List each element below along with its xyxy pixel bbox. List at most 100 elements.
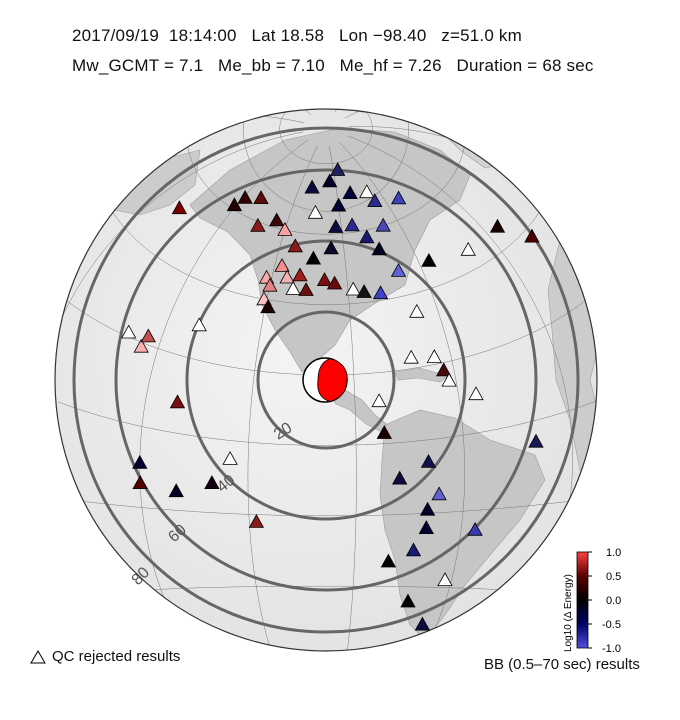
graticule-line	[344, 110, 361, 119]
station-triangle	[132, 475, 148, 490]
distance-ring-60	[114, 168, 538, 592]
station-triangle	[330, 197, 347, 212]
station-triangle	[277, 221, 293, 236]
station-triangle	[274, 257, 290, 272]
station-triangle	[222, 450, 238, 465]
station-triangle	[419, 501, 436, 516]
beachball-compression	[317, 358, 348, 402]
station-triangle	[253, 190, 269, 205]
station-triangle	[121, 324, 137, 339]
station-triangle	[292, 267, 308, 282]
graticule-line	[348, 126, 461, 142]
station-triangle	[298, 282, 314, 296]
station-triangle	[345, 281, 361, 296]
station-triangle	[287, 238, 303, 253]
colorbar-tick-minus-1.0: -1.0	[602, 643, 621, 655]
colorbar-tick-0.5: 0.5	[606, 571, 621, 583]
station-triangle	[371, 393, 387, 408]
caribbean-islands	[394, 367, 449, 383]
station-triangle	[409, 303, 425, 318]
station-triangle	[390, 262, 407, 277]
station-triangle	[426, 349, 442, 364]
colorbar-tick-1.0: 1.0	[606, 547, 621, 559]
station-triangle	[279, 269, 295, 284]
station-triangle	[326, 275, 343, 290]
qc-triangle-icon	[30, 649, 46, 663]
station-triangle	[380, 553, 397, 568]
station-triangle	[323, 240, 339, 255]
station-triangle	[372, 285, 389, 300]
station-triangle	[431, 486, 447, 501]
station-triangle	[437, 572, 453, 586]
station-triangle	[304, 179, 320, 194]
graticule-line	[154, 585, 500, 591]
station-triangle	[342, 185, 358, 200]
bb-legend-label: BB (0.5–70 sec) results	[484, 656, 640, 673]
graticule-line	[58, 131, 304, 325]
station-triangle	[376, 425, 392, 439]
graticule-line	[347, 135, 573, 506]
station-triangle	[322, 173, 338, 188]
station-triangle	[248, 513, 265, 528]
station-triangle	[356, 284, 372, 298]
station-triangle	[468, 386, 484, 401]
station-triangle	[262, 277, 278, 292]
station-triangle	[191, 317, 207, 332]
station-triangle	[307, 204, 324, 219]
station-triangle	[330, 162, 346, 176]
station-triangle	[171, 200, 188, 215]
colorbar-tick-minus-0.5: -0.5	[602, 619, 621, 631]
station-triangle	[237, 189, 253, 204]
station-triangle	[400, 593, 416, 608]
station-triangle	[344, 217, 360, 232]
station-triangle	[132, 454, 148, 469]
station-triangle	[305, 250, 322, 265]
station-triangle	[260, 299, 276, 314]
distance-ring-20	[256, 310, 396, 450]
qc-legend: QC rejected results	[30, 648, 180, 665]
station-triangle	[250, 217, 266, 232]
station-triangle	[168, 483, 184, 498]
colorbar-label: Log10 (Δ Energy)	[563, 574, 574, 652]
station-triangle	[441, 372, 457, 387]
globe-outline	[54, 108, 598, 652]
station-triangle	[436, 362, 452, 377]
station-markers	[121, 162, 544, 631]
station-triangle	[489, 218, 506, 233]
graticule-line	[304, 109, 312, 116]
station-triangle	[328, 219, 344, 233]
qc-legend-label: QC rejected results	[52, 648, 181, 665]
arctic-circle	[243, 109, 409, 212]
station-triangle	[390, 190, 407, 205]
focal-mechanism-beachball	[302, 357, 348, 403]
station-triangle	[371, 241, 387, 256]
station-triangle	[204, 475, 220, 490]
event-summary-line: 2017/09/19 18:14:00 Lat 18.58 Lon −98.40…	[72, 26, 522, 45]
station-triangle	[359, 229, 375, 244]
station-triangle	[524, 228, 540, 243]
station-triangle	[392, 470, 408, 485]
station-triangle	[133, 338, 149, 353]
graticule-line	[84, 500, 570, 517]
station-triangle	[269, 212, 285, 227]
station-triangle	[403, 349, 419, 364]
station-triangle	[316, 272, 333, 287]
station-triangle	[405, 542, 422, 557]
station-triangle	[420, 453, 437, 468]
station-triangle	[367, 193, 383, 208]
station-triangle	[375, 217, 391, 232]
colorbar: 1.0 0.5 0.0 -0.5 -1.0 Log10 (Δ Energy)	[563, 547, 621, 655]
station-triangle	[460, 241, 476, 256]
colorbar-tick-0.0: 0.0	[606, 595, 621, 607]
graticule-line	[58, 400, 597, 446]
station-triangle	[285, 280, 301, 295]
station-triangle	[169, 394, 186, 409]
station-triangle	[418, 520, 434, 534]
distance-ring-80	[72, 126, 580, 634]
station-triangle	[421, 252, 437, 267]
distance-ring-40	[185, 239, 467, 521]
station-triangle	[140, 328, 156, 343]
station-triangle	[226, 197, 243, 212]
station-triangle	[414, 616, 431, 631]
